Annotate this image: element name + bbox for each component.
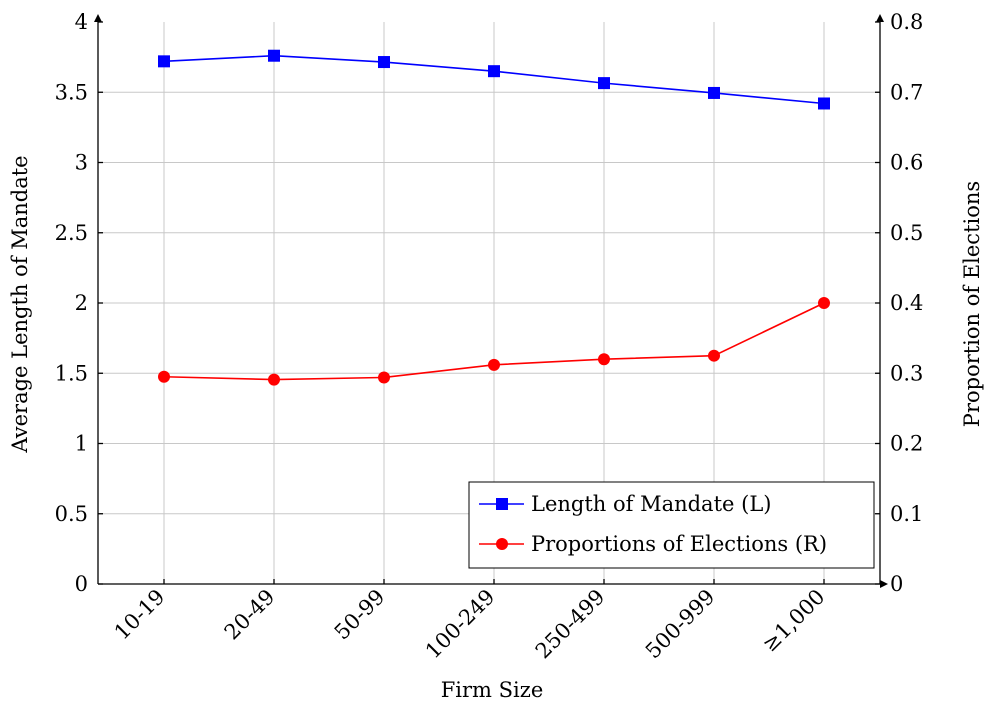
series bbox=[158, 49, 830, 386]
x-tick-label: 20-49 bbox=[220, 585, 280, 645]
data-point-square bbox=[708, 86, 720, 99]
x-tick-label: ≥1,000 bbox=[758, 585, 830, 657]
x-axis-title: Firm Size bbox=[441, 678, 544, 702]
y-tick-label-right: 0.1 bbox=[890, 502, 923, 526]
y-tick-label-left: 3.5 bbox=[55, 80, 88, 104]
y-tick-label-left: 1 bbox=[75, 432, 88, 456]
y-tick-label-left: 1.5 bbox=[55, 361, 88, 385]
y-tick-label-right: 0.5 bbox=[890, 221, 923, 245]
legend-marker-square bbox=[496, 498, 508, 510]
y-tick-label-left: 2 bbox=[75, 291, 88, 315]
data-point-square bbox=[378, 56, 390, 69]
legend-box bbox=[468, 481, 875, 569]
data-point-square bbox=[598, 77, 610, 90]
axes bbox=[94, 14, 888, 588]
y-tick-label-left: 0 bbox=[75, 572, 88, 596]
data-point-square bbox=[818, 97, 830, 110]
x-axis-arrow bbox=[880, 580, 888, 588]
legend-label: Length of Mandate (L) bbox=[531, 492, 771, 516]
data-point-circle bbox=[488, 358, 500, 371]
x-tick-label: 250-499 bbox=[531, 585, 610, 664]
y-tick-label-right: 0.2 bbox=[890, 432, 923, 456]
y-tick-label-right: 0.8 bbox=[890, 10, 923, 34]
data-point-circle bbox=[818, 297, 830, 309]
x-tick-label: 50-99 bbox=[330, 585, 390, 645]
y-tick-label-right: 0.3 bbox=[890, 361, 923, 385]
data-point-circle bbox=[158, 370, 170, 383]
data-point-square bbox=[158, 55, 170, 68]
y-tick-label-right: 0.7 bbox=[890, 80, 923, 104]
y-tick-label-right: 0.4 bbox=[890, 291, 923, 315]
legend-label: Proportions of Elections (R) bbox=[531, 532, 827, 556]
y-axis-right-title: Proportion of Elections bbox=[960, 181, 984, 427]
y-tick-label-left: 2.5 bbox=[55, 221, 88, 245]
y-axis-right-arrow bbox=[876, 14, 884, 22]
y-axis-left-arrow bbox=[94, 14, 102, 22]
legend: Length of Mandate (L) Proportions of Elec… bbox=[468, 481, 875, 569]
data-point-circle bbox=[708, 349, 720, 362]
data-point-square bbox=[268, 49, 280, 62]
legend-marker-circle bbox=[496, 538, 508, 550]
y-tick-label-right: 0 bbox=[890, 572, 903, 596]
data-point-circle bbox=[378, 371, 390, 384]
y-axis-left-title: Average Length of Mandate bbox=[8, 155, 32, 453]
y-tick-label-right: 0.6 bbox=[890, 151, 923, 175]
data-point-circle bbox=[268, 373, 280, 386]
data-point-circle bbox=[598, 353, 610, 366]
data-point-square bbox=[488, 65, 500, 78]
y-tick-label-left: 4 bbox=[75, 10, 88, 34]
y-tick-label-left: 3 bbox=[75, 151, 88, 175]
x-tick-label: 10-19 bbox=[110, 585, 170, 645]
x-tick-label: 100-249 bbox=[421, 585, 500, 664]
y-tick-label-left: 0.5 bbox=[55, 502, 88, 526]
x-tick-label: 500-999 bbox=[641, 585, 720, 664]
